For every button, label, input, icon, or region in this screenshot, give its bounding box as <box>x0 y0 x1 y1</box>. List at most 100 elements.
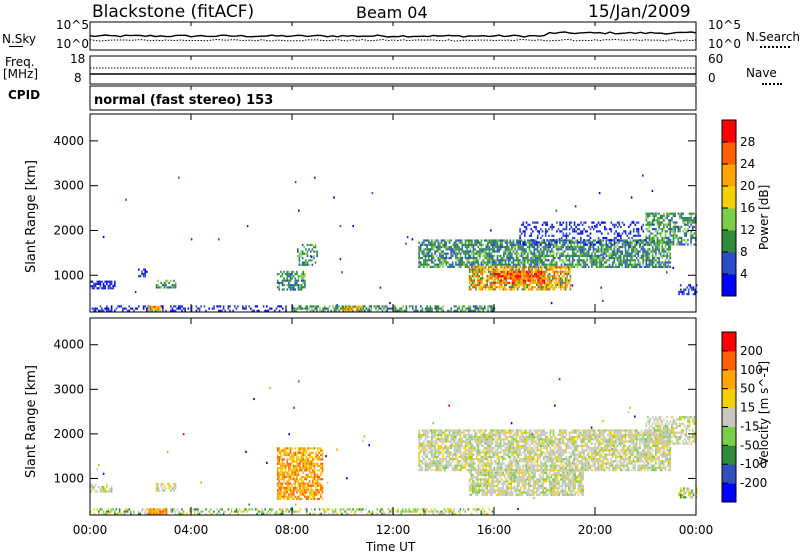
power-cell <box>541 223 544 226</box>
velocity-cell <box>467 447 470 450</box>
power-cell <box>624 252 627 255</box>
velocity-cell <box>390 510 393 513</box>
velocity-cell <box>312 475 314 479</box>
power-cell <box>149 307 152 311</box>
power-cell <box>555 248 558 251</box>
power-cell <box>624 243 627 246</box>
power-cell <box>512 250 515 253</box>
velocity-cell <box>98 486 100 489</box>
power-cell <box>474 265 476 268</box>
power-cell <box>491 239 494 242</box>
velocity-cell <box>431 433 433 436</box>
power-cell <box>490 229 492 232</box>
power-cell <box>648 261 651 264</box>
velocity-cell <box>479 431 481 434</box>
power-cell <box>579 243 582 246</box>
power-cell <box>324 305 326 308</box>
power-cell <box>464 241 467 244</box>
power-cell <box>618 232 621 235</box>
velocity-cell <box>144 510 146 513</box>
velocity-cell <box>459 464 462 467</box>
power-cell <box>553 270 556 273</box>
velocity-cell <box>291 460 293 463</box>
power-cell <box>584 241 587 244</box>
power-cell <box>587 246 590 249</box>
velocity-cell <box>453 466 456 469</box>
power-cell <box>597 250 600 253</box>
power-cell <box>477 261 480 264</box>
velocity-cell <box>306 508 308 511</box>
velocity-cell <box>448 444 451 447</box>
power-cell <box>476 270 479 273</box>
velocity-cell <box>445 444 448 447</box>
power-cell <box>627 252 630 255</box>
power-cell <box>459 261 462 264</box>
velocity-cell <box>307 458 309 461</box>
power-cell <box>496 246 499 249</box>
velocity-cell <box>148 508 150 511</box>
power-cell <box>563 263 566 266</box>
power-cell <box>597 265 600 268</box>
velocity-cell <box>276 497 279 501</box>
power-cell <box>492 266 495 269</box>
velocity-cell <box>155 508 158 511</box>
power-cell <box>659 261 662 264</box>
velocity-cell <box>451 512 454 515</box>
power-cell <box>571 265 574 268</box>
power-cell <box>470 270 472 273</box>
power-cell <box>311 259 314 262</box>
power-cell <box>298 209 300 212</box>
power-cell <box>514 273 517 276</box>
power-cell <box>431 239 433 242</box>
power-cell <box>520 232 523 235</box>
power-cell <box>618 263 620 266</box>
velocity-cell <box>440 458 443 461</box>
velocity-cell <box>426 464 428 467</box>
power-cell <box>481 288 484 291</box>
power-cell <box>458 246 460 249</box>
power-cell <box>564 283 567 287</box>
power-cell <box>162 284 164 287</box>
power-cell <box>451 243 454 246</box>
power-cell <box>575 230 577 233</box>
velocity-cell <box>466 449 468 452</box>
velocity-cell <box>318 484 321 487</box>
velocity-cell <box>318 512 321 515</box>
power-cell <box>525 241 528 244</box>
velocity-cell <box>434 462 436 465</box>
power-cell <box>299 284 301 287</box>
power-cell <box>464 243 467 246</box>
power-cell <box>544 246 547 249</box>
power-cell <box>370 305 372 308</box>
power-cell <box>685 223 688 226</box>
power-cell <box>570 246 572 249</box>
power-cell <box>500 266 503 269</box>
velocity-cell <box>469 460 472 463</box>
power-cell <box>456 307 459 310</box>
power-cell <box>507 261 510 264</box>
power-cell <box>539 248 542 251</box>
power-cell <box>297 284 300 287</box>
velocity-cell <box>302 475 305 479</box>
power-cell <box>227 307 230 310</box>
power-cell <box>528 263 531 266</box>
velocity-cell <box>445 449 448 452</box>
velocity-cell <box>284 464 287 468</box>
power-cell <box>600 239 603 242</box>
power-cell <box>568 263 571 266</box>
power-cell <box>466 250 468 253</box>
power-cell <box>471 257 473 260</box>
power-cell <box>580 232 582 235</box>
power-cell <box>517 241 520 244</box>
power-cell <box>486 281 488 284</box>
power-cell <box>505 275 507 278</box>
velocity-cell <box>163 489 166 492</box>
power-cell <box>539 288 541 291</box>
velocity-cell <box>276 456 279 459</box>
velocity-cell <box>297 447 300 450</box>
velocity-cell <box>418 440 420 443</box>
power-cell <box>643 250 646 253</box>
velocity-cell <box>219 512 222 515</box>
power-cell <box>288 279 290 282</box>
velocity-cell <box>316 491 319 494</box>
